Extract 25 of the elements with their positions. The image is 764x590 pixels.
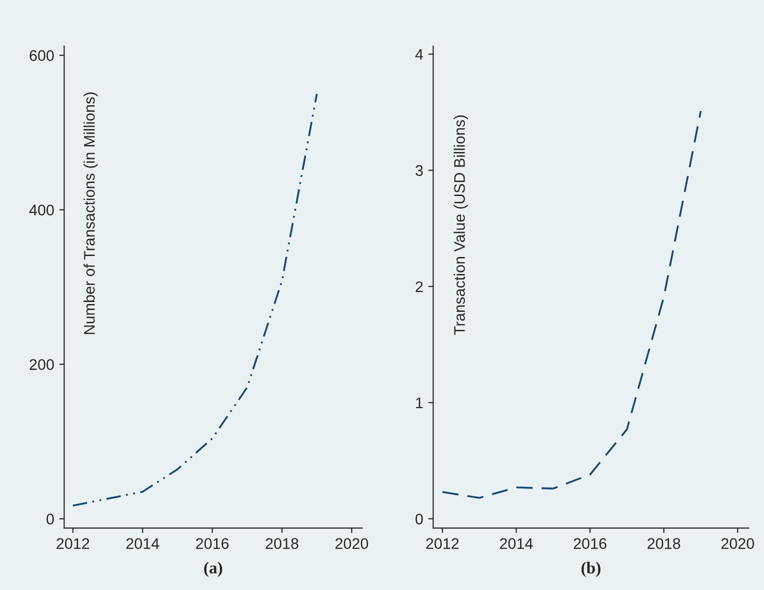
y-tick-label: 600 [30, 50, 54, 61]
y-tick-label: 400 [29, 204, 54, 216]
x-tick-label: 2012 [56, 538, 90, 549]
y-tick-label: 1 [416, 398, 423, 408]
x-tick-label: 2016 [574, 538, 606, 549]
line-series [72, 93, 318, 507]
y-tick-label: 0 [46, 514, 54, 524]
x-tick-label: 2016 [196, 538, 229, 549]
x-tick-label: 2018 [266, 538, 298, 549]
y-tick-label: 2 [416, 281, 423, 292]
y-tick-label: 0 [416, 514, 423, 524]
y-axis-title: Transaction Value (USD Billions) [454, 115, 468, 335]
y-axis-title: Number of Transactions (in Millions) [84, 92, 98, 334]
x-tick-label: 2014 [500, 538, 533, 549]
text: (a) [204, 562, 222, 577]
x-tick-label: 2012 [426, 538, 459, 549]
x-tick-label: 2020 [335, 538, 368, 549]
text: (b) [582, 562, 600, 577]
y-tick-label: 4 [415, 49, 424, 60]
x-tick-label: 2018 [648, 538, 680, 549]
x-tick-label: 2014 [126, 538, 160, 549]
y-tick-label: 3 [416, 165, 423, 176]
line-series [442, 110, 702, 499]
x-tick-label: 2020 [721, 538, 754, 549]
y-tick-label: 200 [30, 359, 54, 370]
